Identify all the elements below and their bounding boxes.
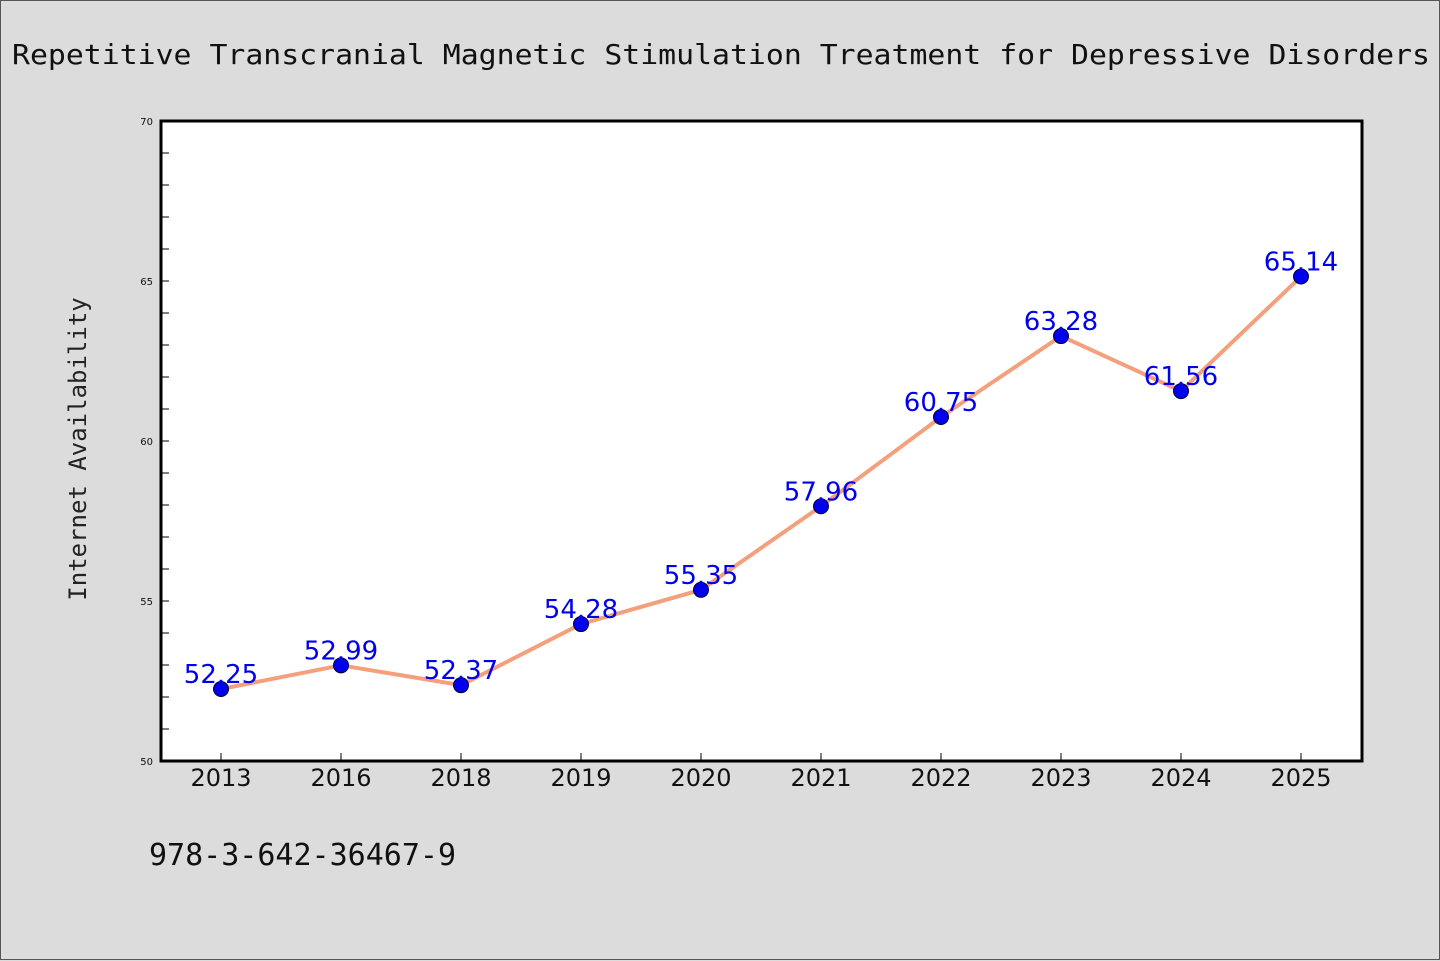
data-label: 52.99	[304, 636, 378, 666]
x-tick-label: 2020	[670, 764, 731, 792]
y-tick-label: 70	[140, 117, 153, 128]
x-tick-label: 2019	[550, 764, 611, 792]
x-tick-label: 2018	[430, 764, 491, 792]
data-labels-group: 52.25 52.99 52.37 54.28 55.35 57.96 60.75 63.28…	[184, 248, 1338, 690]
data-point-marker	[1293, 268, 1309, 285]
data-point-marker	[573, 616, 589, 633]
data-label: 52.25	[184, 660, 258, 690]
data-point-marker	[933, 409, 949, 425]
data-label: 54.28	[544, 595, 618, 625]
data-label: 61.56	[1144, 362, 1218, 392]
data-point-marker	[1173, 383, 1189, 400]
data-label: 65.14	[1264, 248, 1338, 278]
series-line	[220, 275, 1303, 691]
data-point-marker	[213, 681, 229, 697]
x-tick-label: 2024	[1150, 764, 1211, 792]
plot-area	[159, 119, 1364, 763]
data-label: 52.37	[424, 656, 498, 686]
x-tick-label: 2016	[310, 764, 371, 792]
x-tick-label: 2021	[790, 764, 851, 792]
data-point-marker	[1053, 328, 1069, 345]
chart-title: Repetitive Transcranial Magnetic Stimula…	[12, 38, 1430, 71]
y-tick-label: 55	[140, 597, 153, 608]
data-point-marker	[453, 677, 469, 694]
data-label: 57.96	[784, 477, 858, 507]
data-label: 60.75	[904, 388, 978, 418]
data-point-marker	[333, 657, 349, 674]
y-axis: 50 55 60 65 70	[140, 117, 169, 768]
series-line-group	[220, 275, 1303, 691]
x-tick-label: 2025	[1270, 764, 1331, 792]
x-axis: 2013 2016 2018 2019 2020 2021 2022 2023 2024 2025	[190, 753, 1332, 792]
x-tick-label: 2022	[910, 764, 971, 792]
y-tick-label: 50	[140, 757, 153, 768]
y-axis-label: Internet Availability	[64, 297, 92, 600]
isbn-text: 978-3-642-36467-9	[149, 838, 456, 873]
data-label: 63.28	[1024, 307, 1098, 337]
x-tick-label: 2013	[190, 764, 251, 792]
data-label: 55.35	[664, 561, 738, 591]
data-point-marker	[693, 581, 709, 598]
x-tick-label: 2023	[1030, 764, 1091, 792]
markers-group	[213, 268, 1309, 697]
y-tick-label: 65	[140, 277, 153, 288]
y-tick-label: 60	[140, 437, 153, 448]
data-point-marker	[813, 498, 829, 515]
